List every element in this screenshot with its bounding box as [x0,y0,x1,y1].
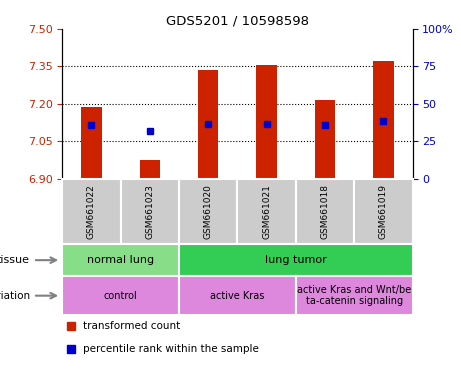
Text: GSM661023: GSM661023 [145,184,154,238]
Bar [237,179,296,244]
Title: GDS5201 / 10598598: GDS5201 / 10598598 [166,15,309,28]
Bar [296,276,413,315]
Bar [179,244,413,276]
Text: GSM661021: GSM661021 [262,184,271,238]
Bar [256,65,277,179]
Text: GSM661020: GSM661020 [204,184,213,238]
Text: GSM661022: GSM661022 [87,184,96,238]
Text: GSM661018: GSM661018 [320,184,330,239]
Bar [62,179,121,244]
Text: lung tumor: lung tumor [265,255,327,265]
Bar [198,70,219,179]
Text: active Kras: active Kras [210,291,265,301]
Text: tissue: tissue [0,255,30,265]
Text: control: control [104,291,137,301]
Bar [179,179,237,244]
Bar [62,244,179,276]
Bar [81,108,101,179]
Bar [62,276,179,315]
Text: normal lung: normal lung [87,255,154,265]
Text: transformed count: transformed count [83,321,181,331]
Bar [140,160,160,179]
Text: GSM661019: GSM661019 [379,184,388,239]
Bar [121,179,179,244]
Text: genotype/variation: genotype/variation [0,291,30,301]
Text: active Kras and Wnt/be
ta-catenin signaling: active Kras and Wnt/be ta-catenin signal… [297,285,411,306]
Bar [354,179,413,244]
Bar [373,61,394,179]
Bar [296,179,354,244]
Text: percentile rank within the sample: percentile rank within the sample [83,344,259,354]
Bar [179,276,296,315]
Bar [315,100,335,179]
